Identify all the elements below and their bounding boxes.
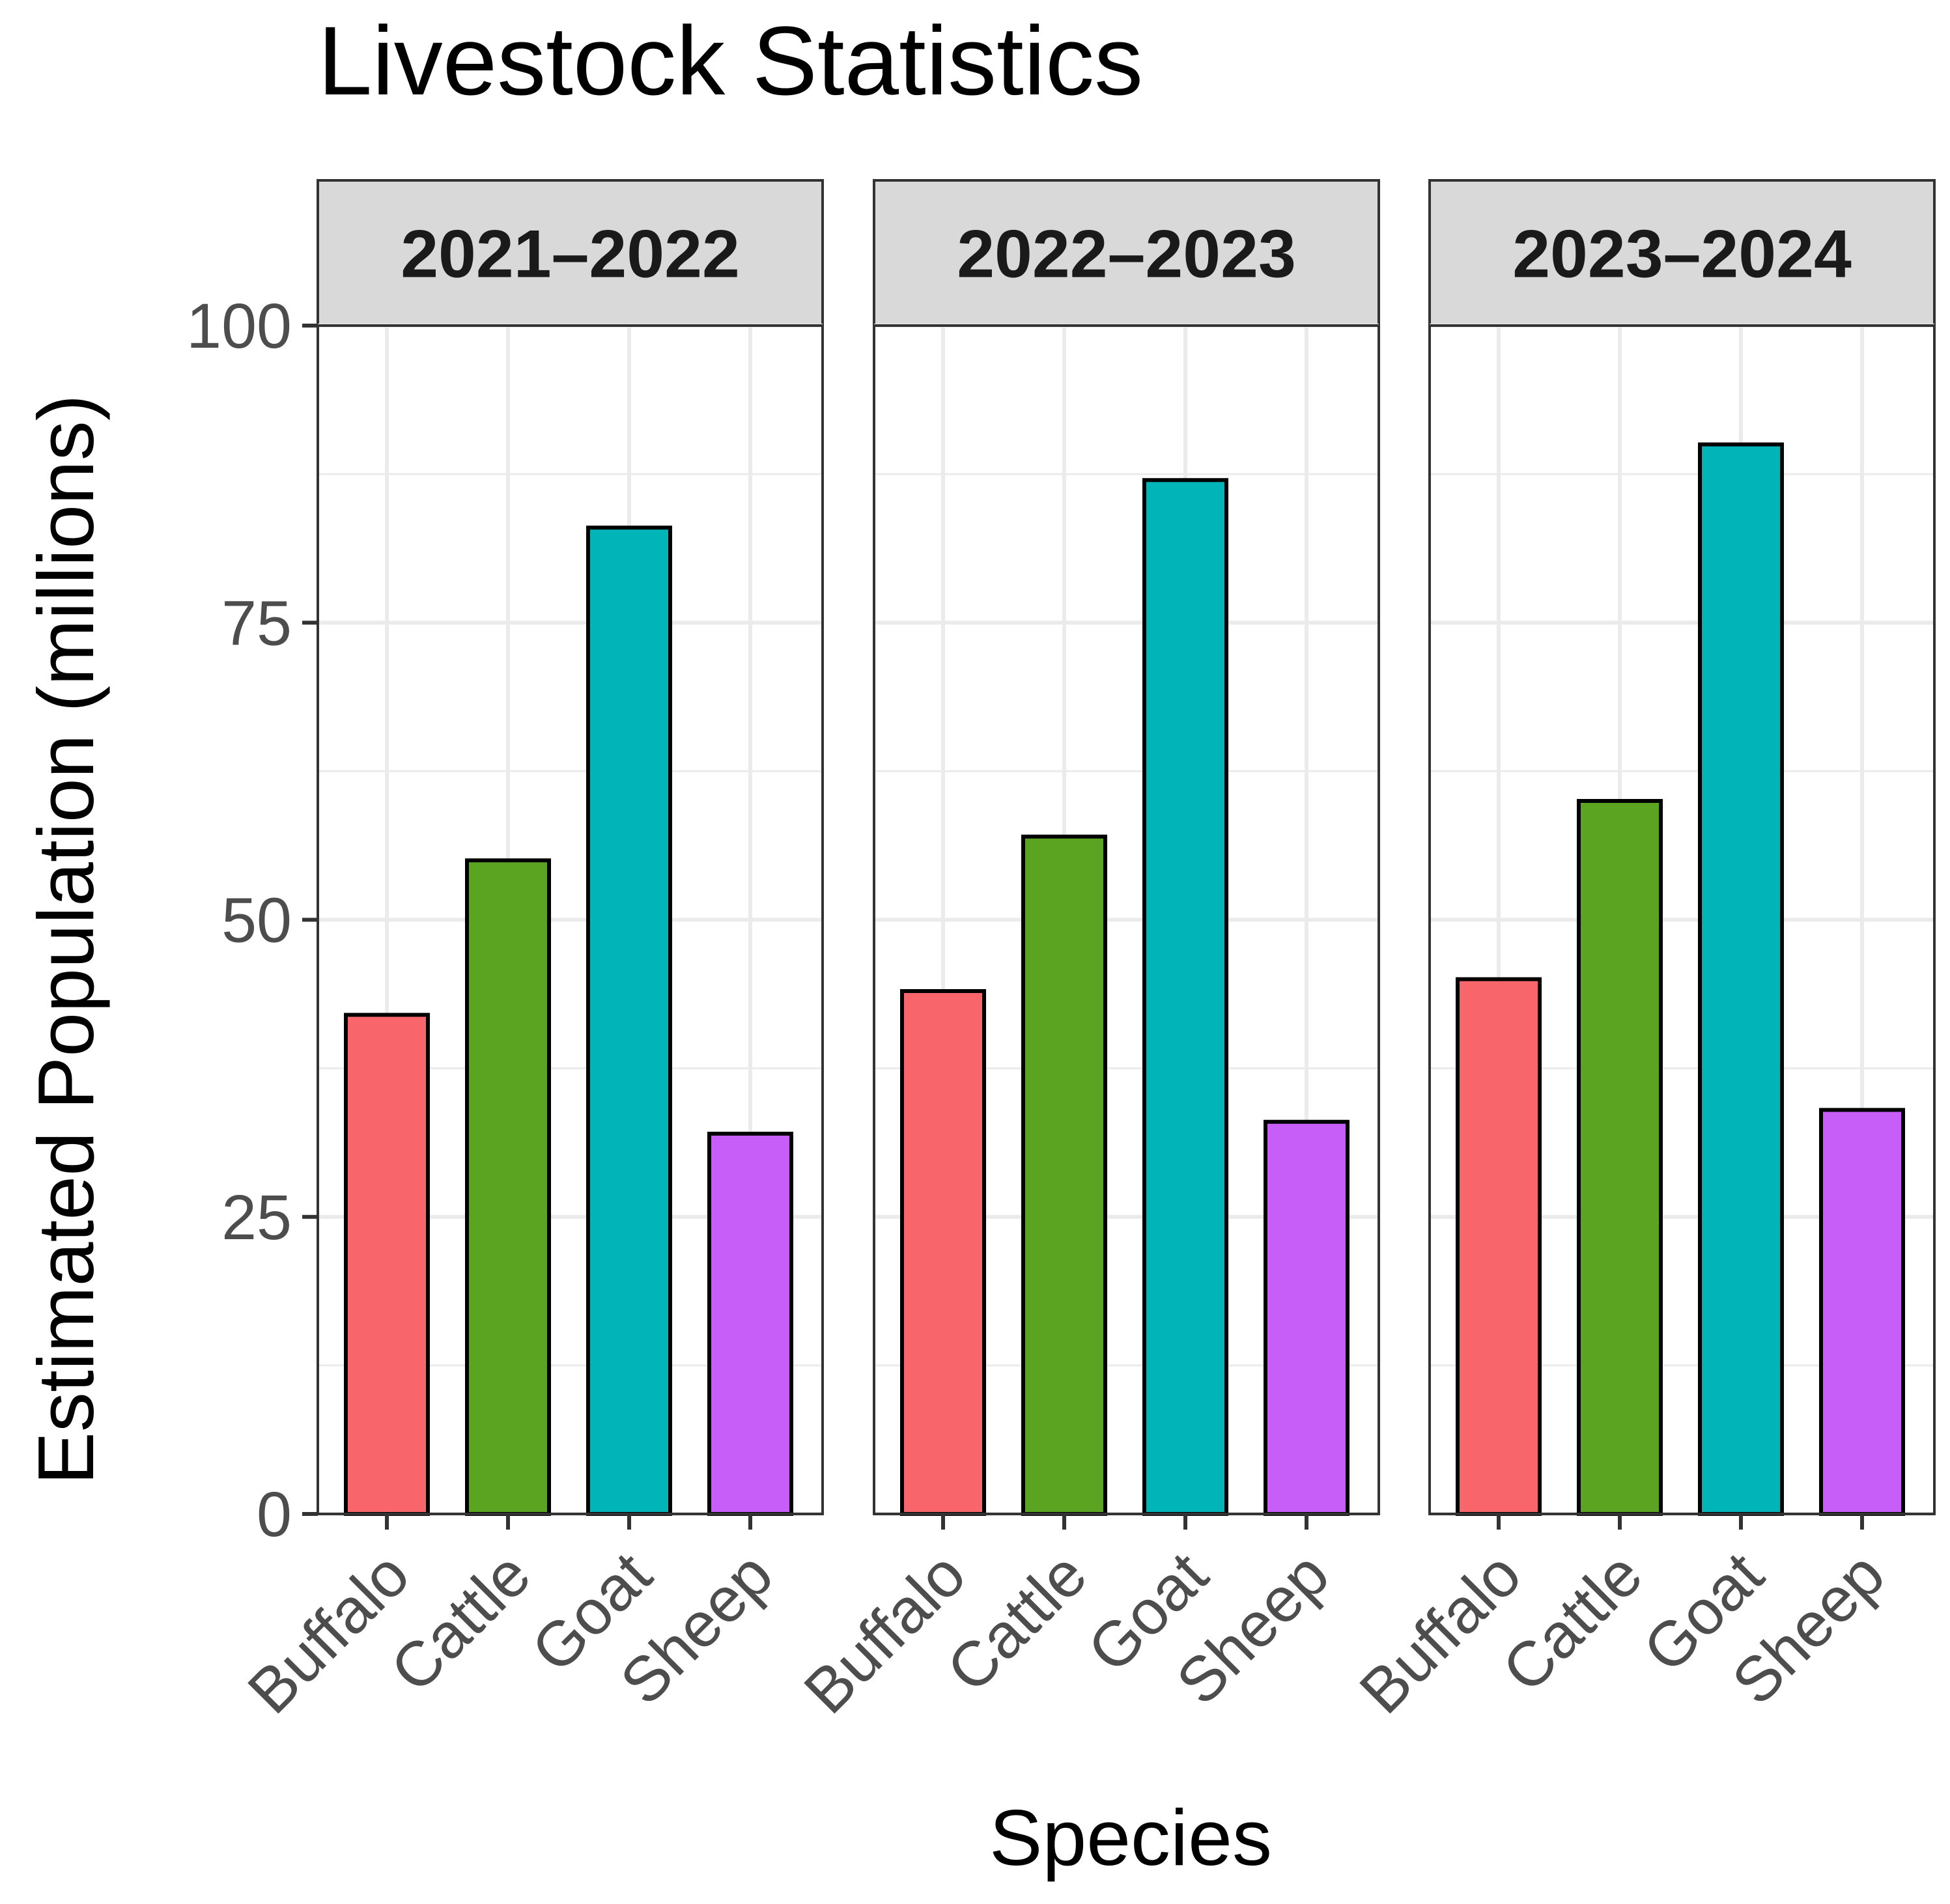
bar-buffalo bbox=[344, 1013, 430, 1516]
bar-goat bbox=[1142, 478, 1228, 1516]
bar-sheep bbox=[707, 1132, 793, 1516]
panel-border bbox=[873, 324, 1380, 1515]
x-tick-label: Buffalo bbox=[1346, 1539, 1534, 1727]
y-tick-label: 0 bbox=[257, 1479, 292, 1550]
bar-buffalo bbox=[900, 989, 986, 1516]
chart-title: Livestock Statistics bbox=[318, 6, 1143, 115]
y-axis-title: Estimated Population (millions) bbox=[21, 395, 110, 1485]
y-tick-label: 75 bbox=[221, 587, 292, 658]
y-tick-label: 50 bbox=[221, 885, 292, 956]
facet-strip bbox=[317, 179, 824, 327]
x-tick-label: Buffalo bbox=[790, 1539, 978, 1727]
panel-border bbox=[1428, 324, 1936, 1515]
bar-goat bbox=[1698, 442, 1784, 1516]
facet-strip bbox=[1428, 179, 1936, 327]
facet-strip bbox=[873, 179, 1380, 327]
facet-strip-label: 2021–2022 bbox=[401, 217, 740, 292]
bar-sheep bbox=[1264, 1119, 1349, 1516]
bar-cattle bbox=[1577, 799, 1663, 1516]
bar-cattle bbox=[465, 858, 551, 1516]
bar-buffalo bbox=[1456, 977, 1542, 1516]
facet-strip-label: 2022–2023 bbox=[957, 217, 1296, 292]
bar-cattle bbox=[1021, 834, 1107, 1516]
bar-goat bbox=[586, 525, 672, 1516]
y-tick-label: 25 bbox=[221, 1182, 292, 1253]
facet-strip-label: 2023–2024 bbox=[1512, 217, 1852, 292]
x-tick-label: Cattle bbox=[933, 1539, 1100, 1705]
bar-sheep bbox=[1819, 1108, 1905, 1516]
x-tick-label: Cattle bbox=[1489, 1539, 1656, 1705]
y-tick-label: 100 bbox=[186, 290, 292, 361]
x-axis-title: Species bbox=[989, 1793, 1272, 1882]
x-tick-label: Buffalo bbox=[234, 1539, 422, 1727]
x-tick-label: Cattle bbox=[377, 1539, 544, 1705]
